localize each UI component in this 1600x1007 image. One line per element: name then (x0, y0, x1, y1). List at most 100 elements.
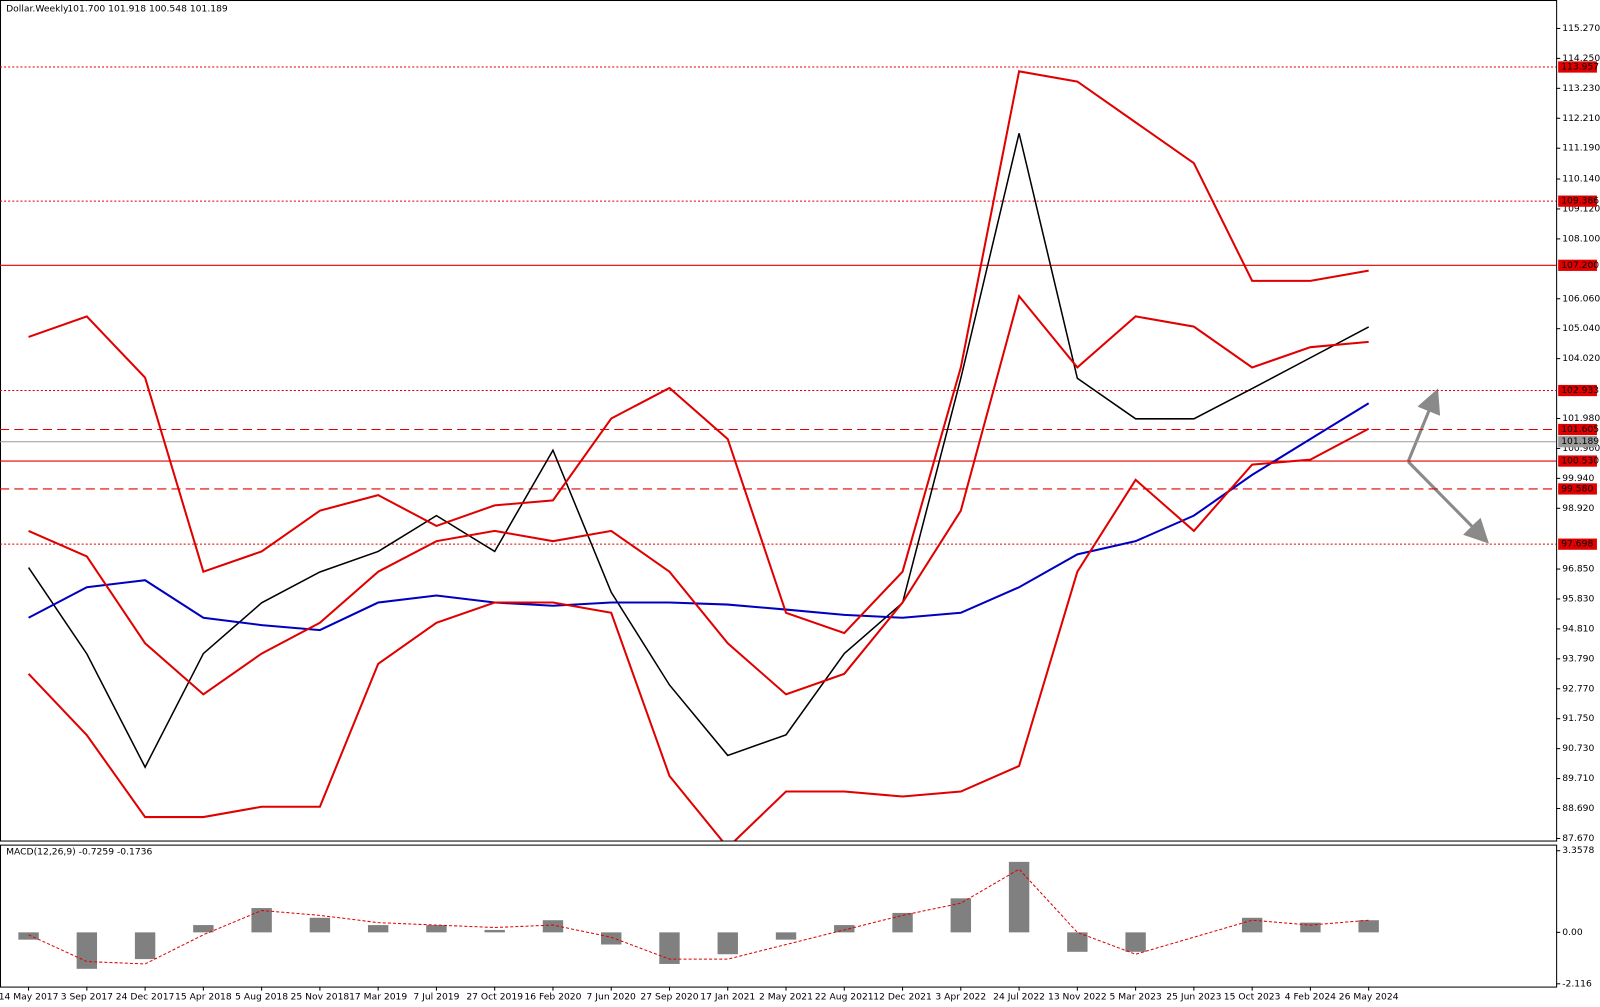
main-panel (0, 0, 1558, 842)
series-line (28, 293, 1369, 696)
chart-title: Dollar.Weekly (6, 4, 69, 15)
y-tick-label: 104.020 (1562, 353, 1600, 364)
series-line (28, 868, 1369, 965)
y-tick-label: 101.980 (1562, 413, 1600, 424)
y-tick-label: 100.960 (1562, 443, 1600, 454)
series-line (28, 70, 1369, 635)
x-tick-label: 17 Mar 2019 (349, 991, 407, 1002)
x-tick-label: 17 Jan 2021 (700, 991, 755, 1002)
macd-bar (76, 932, 98, 969)
x-tick-label: 5 Mar 2023 (1109, 991, 1161, 1002)
y-tick-label: 94.810 (1562, 623, 1594, 634)
level-label: 99.580 (1561, 483, 1593, 494)
y-tick-label: 99.940 (1562, 473, 1594, 484)
x-tick-label: 27 Sep 2020 (640, 991, 698, 1002)
level-label-box (1558, 195, 1597, 207)
y-tick-label: 95.830 (1562, 593, 1594, 604)
level-label-box (1558, 259, 1597, 271)
x-tick-label: 7 Jul 2019 (413, 991, 459, 1002)
level-label-box (1558, 436, 1597, 448)
arrow-down (1407, 460, 1489, 544)
x-tick-label: 25 Jun 2023 (1166, 991, 1221, 1002)
y-tick-label: 0.00 (1562, 927, 1583, 938)
macd-bar (601, 932, 622, 945)
macd-bar (18, 932, 39, 940)
y-tick-label: 115.270 (1562, 23, 1600, 34)
x-tick-label: 15 Oct 2023 (1224, 991, 1281, 1002)
level-label: 109.386 (1561, 196, 1599, 207)
y-tick-label: 111.190 (1562, 143, 1600, 154)
y-tick-label: 91.750 (1562, 713, 1594, 724)
y-tick-label: 88.690 (1562, 803, 1594, 814)
macd-bar (717, 932, 738, 955)
x-tick-label: 22 Aug 2021 (815, 991, 874, 1002)
macd-bar (834, 925, 855, 933)
macd-bar (134, 932, 156, 960)
macd-bar (1300, 922, 1321, 933)
y-tick-label: 96.850 (1562, 564, 1594, 575)
x-tick-label: 26 May 2024 (1339, 991, 1399, 1002)
macd-bar (659, 932, 680, 964)
y-tick-label: 93.790 (1562, 653, 1594, 664)
level-label: 113.957 (1561, 61, 1599, 72)
macd-bar (1125, 932, 1146, 952)
y-tick-label: 108.100 (1562, 233, 1600, 244)
macd-bar (950, 898, 972, 933)
y-tick-label: 114.250 (1562, 53, 1600, 64)
x-tick-label: 25 Nov 2018 (291, 991, 350, 1002)
y-tick-label: -2.116 (1562, 978, 1592, 989)
x-tick-label: 15 Apr 2018 (175, 991, 232, 1002)
x-tick-label: 24 Dec 2017 (116, 991, 175, 1002)
x-tick-label: 4 Feb 2024 (1285, 991, 1336, 1002)
y-tick-label: 90.730 (1562, 743, 1594, 754)
x-tick-label: 7 Jun 2020 (587, 991, 636, 1002)
macd-bar (309, 917, 331, 933)
macd-bar (542, 920, 564, 933)
macd-bar (775, 932, 797, 940)
series (28, 402, 1370, 632)
macd-bar (1008, 861, 1030, 933)
x-tick-label: 3 Apr 2022 (935, 991, 986, 1002)
level-label: 107.200 (1561, 260, 1599, 271)
series (27, 133, 1370, 769)
x-tick-label: 13 Nov 2022 (1048, 991, 1107, 1002)
y-tick-label: 87.670 (1562, 833, 1594, 844)
level-label: 101.605 (1561, 424, 1599, 435)
y-tick-label: 110.140 (1562, 174, 1600, 185)
macd-bar (1241, 917, 1263, 933)
x-tick-label: 14 May 2017 (0, 991, 59, 1002)
y-tick-label: 89.710 (1562, 773, 1594, 784)
series (28, 293, 1369, 696)
chart-subtitle: 101.700 101.918 100.548 101.189 (67, 4, 228, 15)
level-label-box (1558, 61, 1597, 73)
macd-title: MACD(12,26,9) -0.7259 -0.1736 (6, 846, 152, 857)
y-tick-label: 112.210 (1562, 113, 1600, 124)
series-line (27, 427, 1370, 841)
x-tick-label: 27 Oct 2019 (466, 991, 523, 1002)
arrow-up (1406, 388, 1441, 463)
x-tick-label: 24 Jul 2022 (993, 991, 1045, 1002)
macd-bar (426, 925, 447, 933)
y-tick-label: 98.920 (1562, 503, 1594, 514)
series-line (27, 133, 1370, 769)
macd-bar (892, 912, 913, 933)
level-label-box (1558, 483, 1597, 495)
macd-bar (193, 925, 214, 933)
level-label-box (1558, 423, 1597, 436)
x-tick-label: 5 Aug 2018 (235, 991, 288, 1002)
series (27, 427, 1370, 841)
level-label-box (1558, 455, 1597, 467)
series-line (28, 402, 1370, 632)
macd-bar (484, 929, 505, 933)
y-tick-label: 92.770 (1562, 683, 1594, 694)
y-tick-label: 106.060 (1562, 293, 1600, 304)
level-label-box (1558, 384, 1597, 397)
macd-panel (0, 844, 1558, 988)
series (28, 70, 1369, 635)
level-label: 97.698 (1561, 539, 1593, 550)
macd-bar (251, 908, 272, 933)
series (28, 868, 1369, 965)
level-label-box (1558, 538, 1597, 550)
